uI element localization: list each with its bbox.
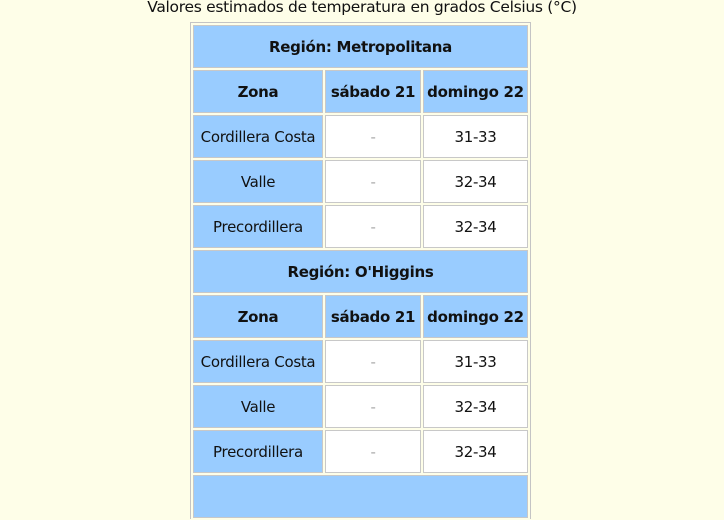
table-row: Cordillera Costa -31-33 bbox=[193, 340, 528, 383]
temperature-cell: 32-34 bbox=[423, 430, 528, 473]
header-row: Zona sábado 21 domingo 22 bbox=[193, 70, 528, 113]
column-header: Zona bbox=[193, 295, 323, 338]
region-row: Región: O'Higgins bbox=[193, 250, 528, 293]
zone-cell: Cordillera Costa bbox=[193, 115, 323, 158]
zone-cell: Valle bbox=[193, 160, 323, 203]
table-row: Valle -32-34 bbox=[193, 385, 528, 428]
temperature-cell: - bbox=[325, 205, 421, 248]
next-region-row bbox=[193, 475, 528, 518]
zone-cell: Precordillera bbox=[193, 205, 323, 248]
temperature-table: Región: Metropolitana Zona sábado 21 doming… bbox=[190, 22, 531, 519]
temperature-cell: 32-34 bbox=[423, 160, 528, 203]
column-header: sábado 21 bbox=[325, 70, 421, 113]
temperature-cell: - bbox=[325, 115, 421, 158]
column-header: Zona bbox=[193, 70, 323, 113]
temperature-cell: 31-33 bbox=[423, 115, 528, 158]
column-header: domingo 22 bbox=[423, 295, 528, 338]
table-row: Valle -32-34 bbox=[193, 160, 528, 203]
temperature-cell: - bbox=[325, 340, 421, 383]
temperature-cell: - bbox=[325, 385, 421, 428]
region-title: Región: O'Higgins bbox=[193, 250, 528, 293]
table-row: Cordillera Costa -31-33 bbox=[193, 115, 528, 158]
column-header: domingo 22 bbox=[423, 70, 528, 113]
table-caption: Valores estimados de temperatura en grad… bbox=[147, 0, 577, 16]
temperature-cell: - bbox=[325, 430, 421, 473]
table-row: Precordillera -32-34 bbox=[193, 430, 528, 473]
table-row: Precordillera -32-34 bbox=[193, 205, 528, 248]
temperature-cell: 32-34 bbox=[423, 205, 528, 248]
temperature-cell: 31-33 bbox=[423, 340, 528, 383]
region-row: Región: Metropolitana bbox=[193, 25, 528, 68]
region-title: Región: Metropolitana bbox=[193, 25, 528, 68]
zone-cell: Precordillera bbox=[193, 430, 323, 473]
temperature-cell: - bbox=[325, 160, 421, 203]
zone-cell: Valle bbox=[193, 385, 323, 428]
zone-cell: Cordillera Costa bbox=[193, 340, 323, 383]
header-row: Zona sábado 21 domingo 22 bbox=[193, 295, 528, 338]
column-header: sábado 21 bbox=[325, 295, 421, 338]
temperature-cell: 32-34 bbox=[423, 385, 528, 428]
